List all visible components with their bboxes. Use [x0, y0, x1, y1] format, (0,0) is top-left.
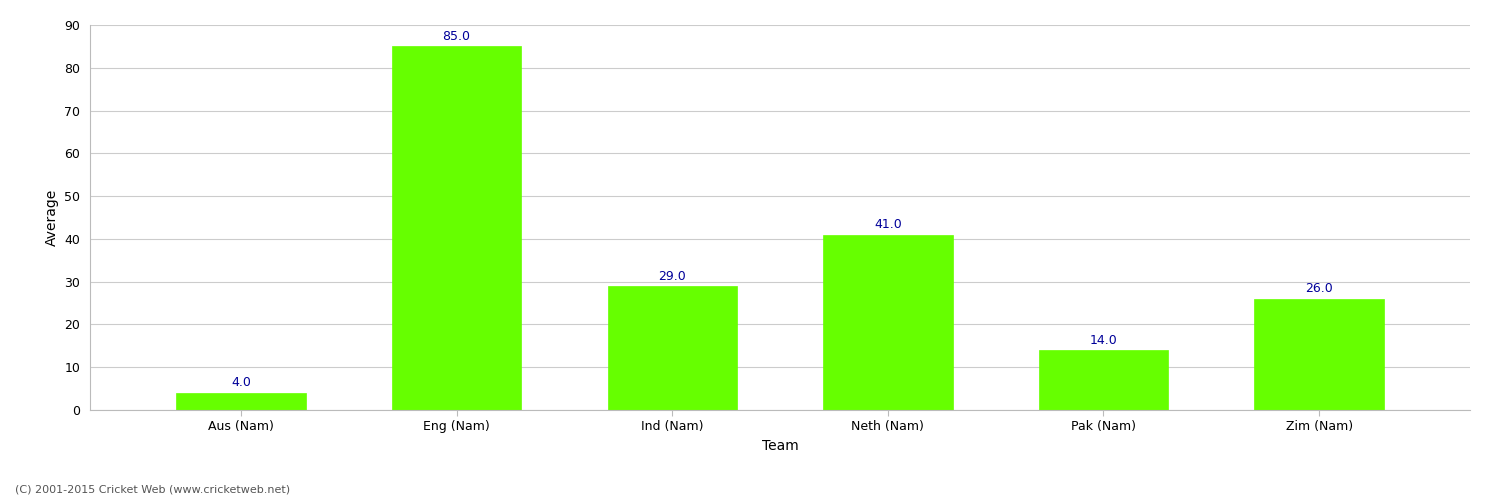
Bar [608, 286, 736, 410]
Bar [1038, 350, 1168, 410]
Text: 29.0: 29.0 [658, 270, 686, 282]
Bar [1254, 299, 1383, 410]
Text: (C) 2001-2015 Cricket Web (www.cricketweb.net): (C) 2001-2015 Cricket Web (www.cricketwe… [15, 485, 290, 495]
Bar [177, 393, 306, 410]
Text: 4.0: 4.0 [231, 376, 251, 390]
Text: 85.0: 85.0 [442, 30, 471, 43]
Text: 14.0: 14.0 [1089, 334, 1118, 346]
Y-axis label: Average: Average [45, 189, 58, 246]
Bar [392, 46, 522, 410]
Text: 26.0: 26.0 [1305, 282, 1334, 296]
X-axis label: Team: Team [762, 439, 798, 453]
Bar [824, 234, 952, 410]
Text: 41.0: 41.0 [874, 218, 902, 231]
